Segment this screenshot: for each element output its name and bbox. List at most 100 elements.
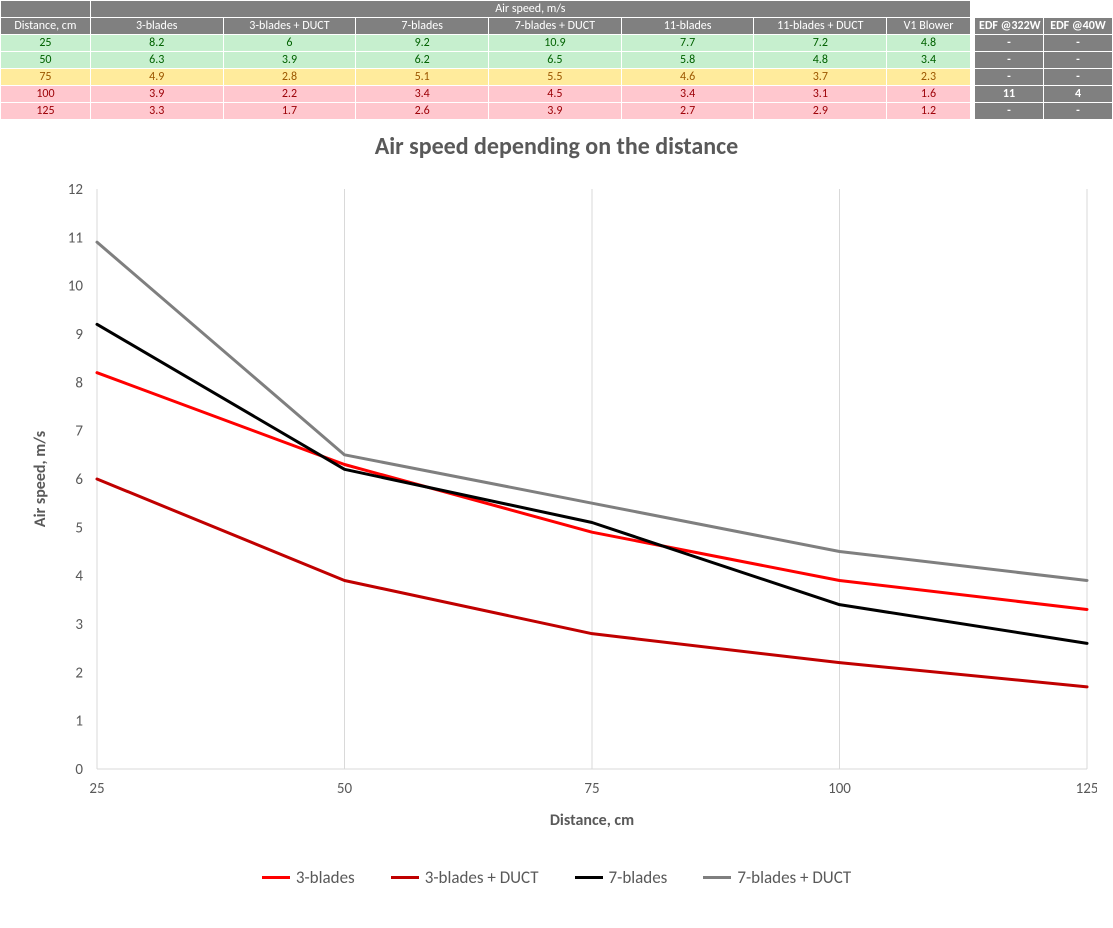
table-row: 1253.31.72.63.92.72.91.2-- [1,103,1113,120]
value-cell: 3.9 [489,103,622,120]
value-cell: 2.6 [356,103,489,120]
distance-cell: 25 [1,35,91,52]
y-tick-label: 5 [75,519,83,537]
y-tick-label: 0 [75,761,83,779]
y-tick-label: 8 [75,374,83,392]
legend-label: 7-blades [609,867,668,888]
column-header: 11-blades + DUCT [754,18,887,35]
value-cell: 1.2 [887,103,971,120]
line-chart: 0123456789101112255075100125Air speed, m… [17,169,1097,849]
value-cell: 4.9 [90,69,223,86]
legend-item: 7-blades [575,867,668,888]
legend-swatch [391,876,419,879]
y-tick-label: 7 [75,423,83,441]
edf-cell: - [1043,52,1112,69]
value-cell: 8.2 [90,35,223,52]
edf-cell: - [1043,69,1112,86]
value-cell: 4.6 [621,69,754,86]
x-tick-label: 100 [828,780,851,798]
value-cell: 2.2 [223,86,356,103]
y-tick-label: 9 [75,326,83,344]
legend-swatch [703,876,731,879]
value-cell: 6.3 [90,52,223,69]
column-header: 3-blades + DUCT [223,18,356,35]
column-header: 7-blades + DUCT [489,18,622,35]
value-cell: 3.4 [621,86,754,103]
value-cell: 7.2 [754,35,887,52]
edf-cell: - [975,69,1044,86]
column-header: EDF @322W [975,18,1044,35]
column-header: 11-blades [621,18,754,35]
distance-cell: 100 [1,86,91,103]
value-cell: 5.8 [621,52,754,69]
x-tick-label: 50 [336,780,352,798]
distance-header: Distance, cm [1,18,91,35]
distance-cell: 75 [1,69,91,86]
y-tick-label: 6 [75,471,83,489]
edf-cell: 11 [975,86,1044,103]
value-cell: 2.7 [621,103,754,120]
value-cell: 2.8 [223,69,356,86]
gap-cell [1043,1,1112,18]
edf-cell: - [975,103,1044,120]
value-cell: 1.7 [223,103,356,120]
value-cell: 4.8 [754,52,887,69]
legend-label: 3-blades [296,867,355,888]
column-header: 3-blades [90,18,223,35]
edf-cell: 4 [1043,86,1112,103]
corner-header [1,1,91,18]
legend-item: 3-blades + DUCT [391,867,539,888]
y-tick-label: 10 [67,278,83,296]
column-header: 7-blades [356,18,489,35]
data-table-container: Air speed, m/s Distance, cm 3-blades3-bl… [0,0,1113,120]
value-cell: 9.2 [356,35,489,52]
airspeed-span-header: Air speed, m/s [90,1,970,18]
value-cell: 3.4 [887,52,971,69]
value-cell: 6.5 [489,52,622,69]
value-cell: 3.9 [90,86,223,103]
value-cell: 3.1 [754,86,887,103]
distance-cell: 50 [1,52,91,69]
value-cell: 2.3 [887,69,971,86]
x-tick-label: 25 [89,780,104,798]
column-header: EDF @40W [1043,18,1112,35]
chart-container: Air speed depending on the distance 0123… [7,132,1107,888]
distance-cell: 125 [1,103,91,120]
value-cell: 5.1 [356,69,489,86]
value-cell: 7.7 [621,35,754,52]
chart-title: Air speed depending on the distance [7,132,1107,161]
value-cell: 3.3 [90,103,223,120]
table-row: 1003.92.23.44.53.43.11.6114 [1,86,1113,103]
data-table: Air speed, m/s Distance, cm 3-blades3-bl… [0,0,1113,120]
legend-item: 3-blades [262,867,355,888]
value-cell: 4.8 [887,35,971,52]
table-row: 258.269.210.97.77.24.8-- [1,35,1113,52]
x-tick-label: 125 [1075,780,1096,798]
table-row: 506.33.96.26.55.84.83.4-- [1,52,1113,69]
y-tick-label: 12 [67,181,82,199]
value-cell: 4.5 [489,86,622,103]
value-cell: 6.2 [356,52,489,69]
value-cell: 6 [223,35,356,52]
value-cell: 3.4 [356,86,489,103]
x-tick-label: 75 [584,780,599,798]
legend-label: 3-blades + DUCT [425,867,539,888]
legend-swatch [575,876,603,879]
value-cell: 3.9 [223,52,356,69]
legend-swatch [262,876,290,879]
edf-cell: - [1043,35,1112,52]
column-header: V1 Blower [887,18,971,35]
y-tick-label: 1 [75,713,83,731]
value-cell: 2.9 [754,103,887,120]
edf-cell: - [1043,103,1112,120]
x-axis-label: Distance, cm [549,811,633,830]
gap-cell [975,1,1044,18]
y-tick-label: 3 [75,616,83,634]
chart-legend: 3-blades3-blades + DUCT7-blades7-blades … [7,867,1107,888]
y-tick-label: 2 [75,664,83,682]
y-tick-label: 4 [75,568,83,586]
edf-cell: - [975,35,1044,52]
table-row: 754.92.85.15.54.63.72.3-- [1,69,1113,86]
value-cell: 3.7 [754,69,887,86]
edf-cell: - [975,52,1044,69]
